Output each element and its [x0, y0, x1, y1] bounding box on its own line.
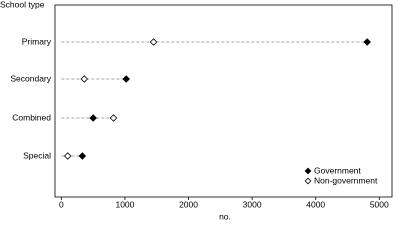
- dot-marker: [109, 114, 118, 122]
- chart: School type no. 0 1000 2000 3000 4000 5000 Pri…: [0, 0, 393, 221]
- x-tick-label: 1000: [115, 199, 134, 209]
- y-tick-label: Secondary: [10, 73, 51, 83]
- page: {"chart_data": {"type": "dot", "y_axis_l…: [0, 0, 393, 222]
- dot-marker: [78, 152, 87, 160]
- dot-marker: [149, 38, 158, 46]
- y-tick-label: Combined: [12, 112, 51, 122]
- legend-label: Non-government: [314, 175, 378, 185]
- legend-label: Government: [314, 165, 361, 175]
- x-tick-label: 5000: [370, 199, 389, 209]
- x-tick-label: 3000: [243, 199, 262, 209]
- y-tick-label: Special: [23, 150, 51, 160]
- x-tick-label: 4000: [306, 199, 325, 209]
- dot-marker: [122, 75, 130, 83]
- dot-marker: [89, 114, 97, 122]
- legend-marker: [304, 177, 312, 185]
- dot-marker: [63, 152, 72, 160]
- y-tick-label: Primary: [22, 36, 52, 46]
- plot-frame: [54, 4, 393, 198]
- x-axis-label: no.: [219, 211, 231, 221]
- dot-marker: [363, 38, 371, 46]
- legend-marker: [304, 167, 312, 175]
- y-axis-label: School type: [0, 0, 45, 9]
- x-tick-label: 0: [59, 199, 64, 209]
- x-tick-label: 2000: [179, 199, 198, 209]
- dot-marker: [80, 75, 89, 83]
